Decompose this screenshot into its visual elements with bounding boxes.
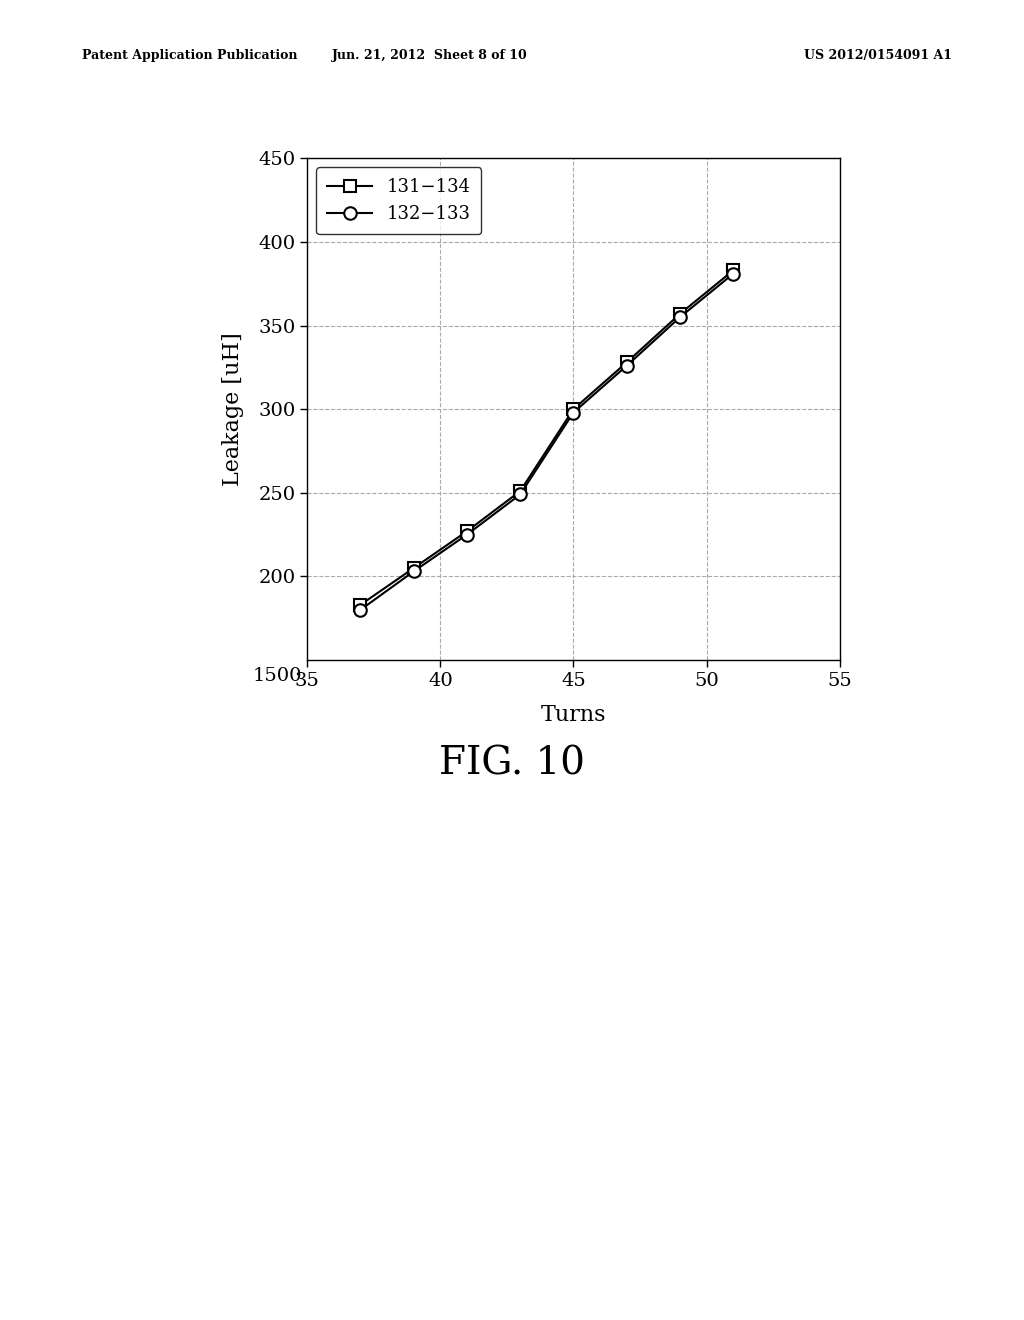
Text: 1500: 1500 — [253, 667, 302, 685]
131−134 — [567, 401, 580, 417]
132−133 — [727, 265, 739, 281]
X-axis label: Turns: Turns — [541, 704, 606, 726]
Text: US 2012/0154091 A1: US 2012/0154091 A1 — [804, 49, 952, 62]
Text: FIG. 10: FIG. 10 — [439, 746, 585, 783]
Text: Patent Application Publication: Patent Application Publication — [82, 49, 297, 62]
132−133 — [461, 527, 473, 543]
Y-axis label: Leakage [uH]: Leakage [uH] — [222, 333, 245, 486]
Legend: 131−134, 132−133: 131−134, 132−133 — [316, 168, 481, 234]
131−134 — [621, 355, 633, 371]
132−133 — [354, 602, 367, 618]
132−133 — [674, 309, 686, 325]
132−133 — [567, 405, 580, 421]
Line: 131−134: 131−134 — [354, 264, 739, 611]
131−134 — [674, 306, 686, 322]
131−134 — [354, 597, 367, 612]
131−134 — [408, 560, 420, 576]
131−134 — [514, 483, 526, 499]
Text: Jun. 21, 2012  Sheet 8 of 10: Jun. 21, 2012 Sheet 8 of 10 — [332, 49, 528, 62]
131−134 — [461, 523, 473, 539]
132−133 — [621, 358, 633, 374]
132−133 — [514, 487, 526, 503]
Line: 132−133: 132−133 — [354, 268, 739, 616]
131−134 — [727, 263, 739, 279]
132−133 — [408, 564, 420, 579]
